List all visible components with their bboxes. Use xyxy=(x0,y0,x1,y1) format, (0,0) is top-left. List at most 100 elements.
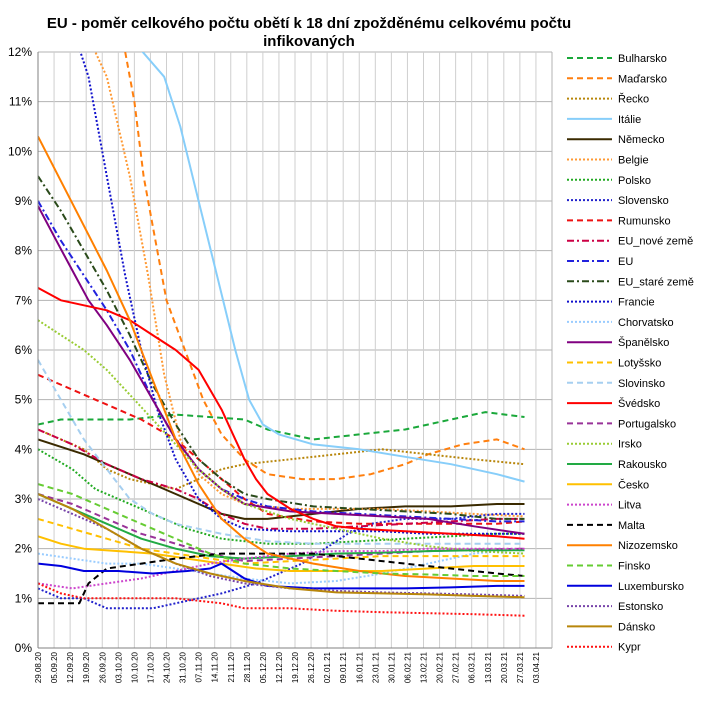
legend-label-13: Chorvatsko xyxy=(618,317,674,329)
x-tick-label: 26.12.20 xyxy=(307,651,316,683)
legend-label-29: Kypr xyxy=(618,642,641,654)
legend-label-1: Maďarsko xyxy=(618,73,667,85)
legend-label-3: Itálie xyxy=(618,114,641,126)
x-tick-label: 31.10.20 xyxy=(179,651,188,683)
legend-label-2: Řecko xyxy=(618,93,649,106)
legend-label-5: Belgie xyxy=(618,155,649,167)
x-tick-label: 20.03.21 xyxy=(500,651,509,683)
series-line-26 xyxy=(38,562,525,590)
x-tick-label: 12.09.20 xyxy=(66,651,75,683)
legend-label-7: Slovensko xyxy=(618,195,669,207)
x-tick-label: 28.11.20 xyxy=(243,651,252,682)
legend-label-11: EU_staré země xyxy=(618,276,694,288)
y-tick-label: 3% xyxy=(15,492,33,506)
series-line-0 xyxy=(38,411,525,441)
x-tick-label: 13.02.21 xyxy=(420,651,429,683)
x-tick-label: 03.10.20 xyxy=(114,651,123,683)
x-tick-label: 09.01.21 xyxy=(339,651,348,683)
x-tick-label: 07.11.20 xyxy=(195,651,204,682)
y-tick-label: 12% xyxy=(8,45,32,59)
legend-label-0: Bulharsko xyxy=(618,53,667,65)
y-tick-label: 4% xyxy=(15,442,33,456)
legend-label-24: Nizozemsko xyxy=(618,540,678,552)
x-tick-label: 19.09.20 xyxy=(82,651,91,683)
legend-label-19: Irsko xyxy=(618,439,642,451)
y-tick-label: 8% xyxy=(15,244,33,258)
series-line-1 xyxy=(124,52,525,481)
y-tick-label: 6% xyxy=(15,343,33,357)
x-tick-label: 20.02.21 xyxy=(436,651,445,683)
series-line-17 xyxy=(38,287,525,540)
x-tick-label: 05.09.20 xyxy=(50,651,59,683)
x-tick-label: 27.03.21 xyxy=(516,651,525,683)
legend-label-15: Lotyšsko xyxy=(618,358,661,370)
legend-label-9: EU_nové země xyxy=(618,236,693,248)
series-line-10 xyxy=(38,200,525,523)
legend-label-8: Rumunsko xyxy=(618,215,671,227)
series-lines xyxy=(38,52,525,617)
x-tick-label: 12.12.20 xyxy=(275,651,284,683)
legend-label-23: Malta xyxy=(618,520,646,532)
series-line-25 xyxy=(38,483,525,577)
series-line-8 xyxy=(38,373,525,525)
y-tick-label: 0% xyxy=(15,641,33,655)
x-tick-label: 30.01.21 xyxy=(387,651,396,683)
series-line-5 xyxy=(94,52,525,518)
chart-title-line-2: infikovaných xyxy=(263,33,355,50)
x-tick-label: 27.02.21 xyxy=(452,651,461,683)
x-tick-label: 29.08.20 xyxy=(34,651,43,683)
series-line-24 xyxy=(38,135,525,582)
series-line-19 xyxy=(38,319,525,555)
x-tick-label: 06.03.21 xyxy=(468,651,477,683)
legend-label-12: Francie xyxy=(618,297,655,309)
legend-label-14: Španělsko xyxy=(618,336,669,349)
legend-label-18: Portugalsko xyxy=(618,418,676,430)
legend-label-28: Dánsko xyxy=(618,621,655,633)
legend-label-26: Luxembursko xyxy=(618,581,684,593)
x-tick-label: 19.12.20 xyxy=(291,651,300,683)
legend-label-25: Finsko xyxy=(618,561,650,573)
x-tick-label: 14.11.20 xyxy=(211,651,220,682)
series-line-6 xyxy=(38,448,525,545)
x-tick-label: 05.12.20 xyxy=(259,651,268,683)
x-tick-label: 03.04.21 xyxy=(532,651,541,683)
y-tick-label: 1% xyxy=(15,591,33,605)
y-tick-label: 7% xyxy=(15,293,33,307)
series-line-11 xyxy=(38,175,525,520)
series-line-9 xyxy=(38,428,525,530)
x-tick-label: 23.01.21 xyxy=(371,651,380,683)
series-line-23 xyxy=(38,552,525,605)
y-tick-label: 2% xyxy=(15,542,33,556)
series-line-2 xyxy=(38,428,525,491)
series-line-28 xyxy=(38,493,525,599)
series-line-3 xyxy=(141,52,525,483)
x-tick-label: 10.10.20 xyxy=(130,651,139,683)
legend-label-16: Slovinsko xyxy=(618,378,665,390)
x-tick-label: 02.01.21 xyxy=(323,651,332,683)
legend-label-21: Česko xyxy=(618,478,649,491)
x-tick-label: 24.10.20 xyxy=(163,651,172,683)
legend-label-10: EU xyxy=(618,256,633,268)
legend-label-4: Německo xyxy=(618,134,664,146)
series-line-22 xyxy=(38,547,525,590)
series-line-4 xyxy=(38,438,525,520)
y-tick-label: 9% xyxy=(15,194,33,208)
legend-label-6: Polsko xyxy=(618,175,651,187)
axes: 0% 1% 2% 3% 4% 5% 6% 7% 8% 9% 10% 11% 12% 29.08.20 05.… xyxy=(8,45,553,683)
y-tick-label: 11% xyxy=(9,95,32,109)
x-tick-label: 26.09.20 xyxy=(98,651,107,683)
x-tick-label: 06.02.21 xyxy=(403,651,412,683)
legend: Bulharsko Maďarsko Řecko Itálie Německo Belgi… xyxy=(567,53,694,654)
series-line-21 xyxy=(38,535,525,572)
chart-title-line-1: EU - poměr celkového počtu obětí k 18 dn… xyxy=(47,15,571,32)
series-line-14 xyxy=(38,205,525,535)
legend-label-17: Švédsko xyxy=(618,397,660,410)
x-tick-label: 21.11.20 xyxy=(227,651,236,682)
y-tick-label: 5% xyxy=(15,393,33,407)
x-tick-label: 16.01.21 xyxy=(355,651,364,683)
series-line-16 xyxy=(38,359,525,545)
x-tick-label: 17.10.20 xyxy=(146,651,155,683)
legend-label-22: Litva xyxy=(618,500,642,512)
